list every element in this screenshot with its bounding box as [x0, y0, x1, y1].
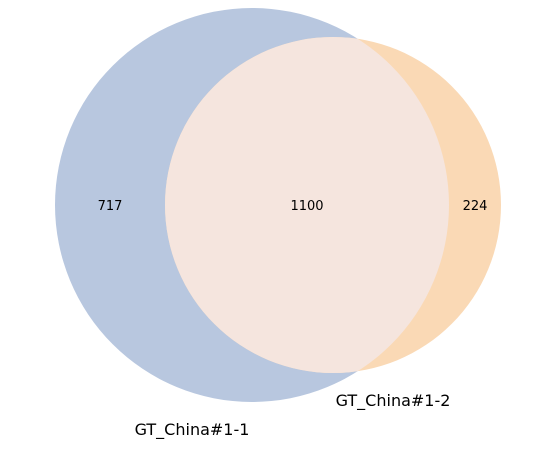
- set-a-label: GT_China#1-1: [135, 420, 250, 440]
- set-b-label: GT_China#1-2: [336, 391, 451, 411]
- only-b-count: 224: [463, 199, 488, 214]
- intersection-region: [165, 37, 449, 373]
- only-a-count: 717: [98, 199, 123, 214]
- intersection-count: 1100: [290, 199, 323, 214]
